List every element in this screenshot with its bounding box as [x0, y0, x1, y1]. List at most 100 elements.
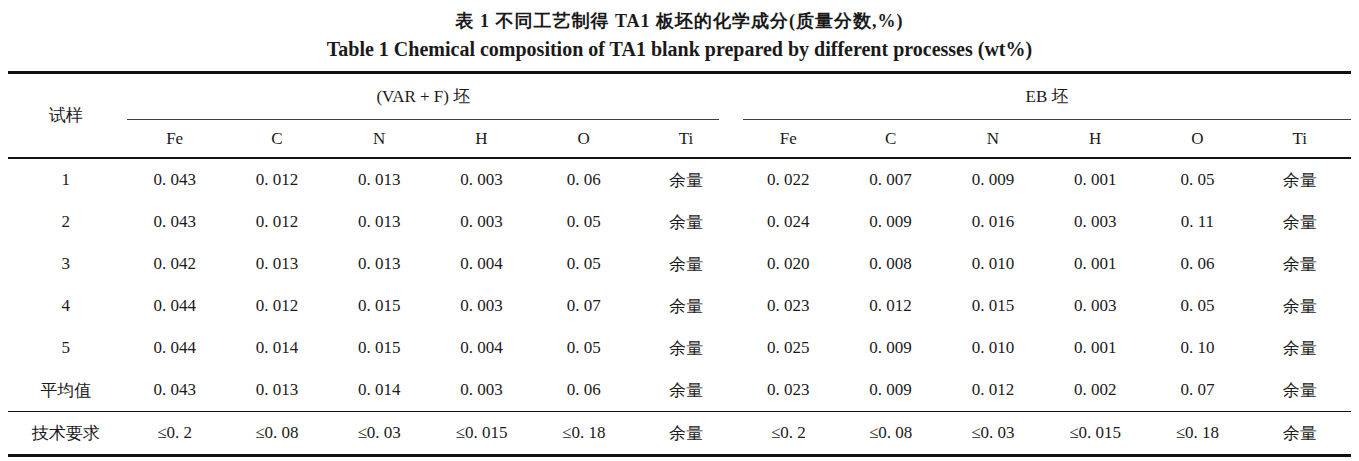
value-cell: 余量: [635, 327, 737, 369]
value-cell: 0. 024: [737, 201, 839, 243]
paper-table-figure: 表 1 不同工艺制得 TA1 板坯的化学成分(质量分数,%) Table 1 C…: [0, 0, 1359, 457]
value-cell: 0. 05: [1146, 158, 1248, 201]
value-cell: 余量: [1249, 243, 1351, 285]
value-cell: 0. 020: [737, 243, 839, 285]
column-header-h: H: [1044, 120, 1146, 158]
value-cell: 0. 043: [123, 201, 225, 243]
value-cell: 0. 06: [533, 158, 635, 201]
value-cell: 0. 025: [737, 327, 839, 369]
value-cell: 0. 012: [942, 369, 1044, 412]
table-row-sample-2: 2 0. 043 0. 012 0. 013 0. 003 0. 05 余量 0…: [8, 201, 1351, 243]
group-header-var-f: (VAR + F) 坯: [123, 73, 737, 121]
sample-cell: 平均值: [8, 369, 123, 412]
value-cell: 0. 003: [1044, 201, 1146, 243]
group-label-var-f: (VAR + F) 坯: [127, 74, 719, 120]
value-cell: 0. 004: [430, 243, 532, 285]
value-cell: 0. 012: [226, 201, 328, 243]
column-header-sample: 试样: [8, 73, 123, 159]
value-cell: 0. 07: [1146, 369, 1248, 412]
value-cell: 0. 06: [533, 369, 635, 412]
sample-cell: 2: [8, 201, 123, 243]
value-cell: 余量: [1249, 327, 1351, 369]
value-cell: 0. 013: [328, 201, 430, 243]
value-cell: 0. 007: [839, 158, 941, 201]
value-cell: 余量: [1249, 285, 1351, 327]
column-header-n: N: [328, 120, 430, 158]
value-cell: 0. 012: [226, 285, 328, 327]
value-cell: 0. 043: [123, 369, 225, 412]
group-header-row: 试样 (VAR + F) 坯 EB 坯: [8, 73, 1351, 121]
value-cell: 0. 11: [1146, 201, 1248, 243]
value-cell: 0. 013: [328, 158, 430, 201]
value-cell: ≤0. 03: [328, 412, 430, 456]
value-cell: 0. 044: [123, 327, 225, 369]
column-header-o: O: [533, 120, 635, 158]
value-cell: 0. 012: [839, 285, 941, 327]
value-cell: 0. 015: [942, 285, 1044, 327]
value-cell: 0. 003: [430, 369, 532, 412]
value-cell: 0. 05: [533, 201, 635, 243]
value-cell: 0. 042: [123, 243, 225, 285]
element-header-row: Fe C N H O Ti Fe C N H O Ti: [8, 120, 1351, 158]
value-cell: ≤0. 015: [430, 412, 532, 456]
value-cell: 0. 013: [226, 369, 328, 412]
value-cell: 0. 004: [430, 327, 532, 369]
value-cell: 0. 014: [328, 369, 430, 412]
value-cell: 0. 06: [1146, 243, 1248, 285]
table-row-sample-1: 1 0. 043 0. 012 0. 013 0. 003 0. 06 余量 0…: [8, 158, 1351, 201]
group-label-eb: EB 坯: [743, 74, 1351, 120]
value-cell: 0. 022: [737, 158, 839, 201]
value-cell: 0. 001: [1044, 243, 1146, 285]
value-cell: 0. 009: [942, 158, 1044, 201]
table-title-english: Table 1 Chemical composition of TA1 blan…: [0, 35, 1359, 64]
value-cell: ≤0. 03: [942, 412, 1044, 456]
sample-cell: 4: [8, 285, 123, 327]
value-cell: 0. 023: [737, 285, 839, 327]
value-cell: ≤0. 08: [226, 412, 328, 456]
value-cell: 0. 05: [1146, 285, 1248, 327]
value-cell: 余量: [635, 285, 737, 327]
column-header-n: N: [942, 120, 1044, 158]
value-cell: 0. 002: [1044, 369, 1146, 412]
value-cell: 余量: [635, 158, 737, 201]
column-header-o: O: [1146, 120, 1248, 158]
value-cell: 0. 009: [839, 201, 941, 243]
value-cell: 0. 003: [430, 285, 532, 327]
value-cell: 余量: [635, 243, 737, 285]
table-row-sample-4: 4 0. 044 0. 012 0. 015 0. 003 0. 07 余量 0…: [8, 285, 1351, 327]
value-cell: ≤0. 18: [533, 412, 635, 456]
value-cell: 0. 010: [942, 327, 1044, 369]
sample-cell: 3: [8, 243, 123, 285]
sample-cell: 5: [8, 327, 123, 369]
table-row-technical-requirement: 技术要求 ≤0. 2 ≤0. 08 ≤0. 03 ≤0. 015 ≤0. 18 …: [8, 412, 1351, 456]
column-header-ti: Ti: [1249, 120, 1351, 158]
chemical-composition-table: 试样 (VAR + F) 坯 EB 坯 Fe C N H O Ti Fe C N…: [8, 71, 1351, 457]
value-cell: 0. 07: [533, 285, 635, 327]
column-header-c: C: [839, 120, 941, 158]
column-header-h: H: [430, 120, 532, 158]
value-cell: 0. 012: [226, 158, 328, 201]
table-caption: 表 1 不同工艺制得 TA1 板坯的化学成分(质量分数,%) Table 1 C…: [0, 0, 1359, 64]
value-cell: 余量: [635, 412, 737, 456]
value-cell: 余量: [1249, 412, 1351, 456]
value-cell: 0. 001: [1044, 158, 1146, 201]
value-cell: ≤0. 015: [1044, 412, 1146, 456]
table-row-sample-3: 3 0. 042 0. 013 0. 013 0. 004 0. 05 余量 0…: [8, 243, 1351, 285]
value-cell: ≤0. 2: [123, 412, 225, 456]
value-cell: 0. 014: [226, 327, 328, 369]
value-cell: 0. 015: [328, 327, 430, 369]
table-title-chinese: 表 1 不同工艺制得 TA1 板坯的化学成分(质量分数,%): [0, 8, 1359, 35]
value-cell: 余量: [1249, 158, 1351, 201]
value-cell: 0. 05: [533, 243, 635, 285]
table-row-sample-5: 5 0. 044 0. 014 0. 015 0. 004 0. 05 余量 0…: [8, 327, 1351, 369]
value-cell: 0. 003: [1044, 285, 1146, 327]
value-cell: 0. 010: [942, 243, 1044, 285]
value-cell: 0. 015: [328, 285, 430, 327]
value-cell: 0. 013: [328, 243, 430, 285]
value-cell: 0. 003: [430, 158, 532, 201]
value-cell: 余量: [1249, 369, 1351, 412]
value-cell: 0. 023: [737, 369, 839, 412]
value-cell: 余量: [635, 369, 737, 412]
value-cell: 0. 016: [942, 201, 1044, 243]
value-cell: 余量: [1249, 201, 1351, 243]
